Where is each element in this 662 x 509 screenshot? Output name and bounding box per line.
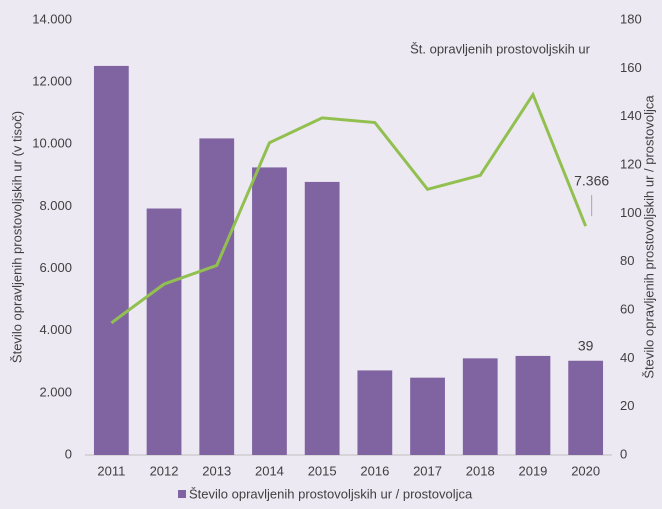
bar [146, 208, 182, 455]
bar [93, 65, 129, 456]
bar [515, 355, 551, 455]
x-tick-label: 2019 [518, 463, 547, 478]
y-tick-label: 10.000 [32, 136, 72, 151]
y-tick-label: 8.000 [39, 198, 72, 213]
y-tick-label: 4.000 [39, 322, 72, 337]
y2-tick-label: 20 [620, 398, 634, 413]
bar [304, 181, 340, 455]
x-tick-label: 2015 [308, 463, 337, 478]
y-tick-label: 0 [65, 446, 72, 461]
y2-tick-label: 160 [620, 60, 642, 75]
x-tick-label: 2017 [413, 463, 442, 478]
data-label: 39 [578, 337, 594, 353]
bar [357, 370, 393, 455]
x-tick-label: 2011 [97, 463, 125, 478]
y2-tick-label: 100 [620, 205, 642, 220]
y2-tick-label: 80 [620, 253, 634, 268]
data-label: 7.366 [574, 173, 609, 189]
y2-tick-label: 120 [620, 156, 642, 171]
y2-tick-label: 180 [620, 11, 642, 26]
y2-axis-label: Število opravljenih prostovoljskih ur / … [641, 95, 656, 379]
y-tick-label: 14.000 [32, 11, 72, 26]
x-tick-label: 2016 [360, 463, 389, 478]
y-axis-label: Število opravljenih prostovoljskih ur (v… [9, 111, 24, 363]
line [110, 91, 588, 325]
bar [252, 167, 287, 455]
y2-tick-label: 140 [620, 108, 642, 123]
y-tick-label: 12.000 [32, 74, 72, 89]
bar [410, 377, 445, 455]
x-tick-label: 2013 [202, 463, 231, 478]
y-tick-label: 2.000 [39, 384, 72, 399]
x-tick-label: 2018 [466, 463, 495, 478]
y2-tick-label: 0 [620, 446, 627, 461]
x-tick-label: 2020 [571, 463, 600, 478]
y2-tick-label: 40 [620, 350, 634, 365]
series-label: Št. opravljenih prostovoljskih ur [410, 41, 591, 56]
x-tick-label: 2012 [150, 463, 179, 478]
legend-label: Število opravljenih prostovoljskih ur / … [189, 486, 473, 501]
y-tick-label: 6.000 [39, 260, 72, 275]
legend-swatch [178, 490, 186, 498]
bar [462, 358, 498, 455]
y2-tick-label: 60 [620, 301, 634, 316]
x-tick-label: 2014 [255, 463, 284, 478]
bar [568, 360, 604, 455]
bar [199, 138, 235, 455]
